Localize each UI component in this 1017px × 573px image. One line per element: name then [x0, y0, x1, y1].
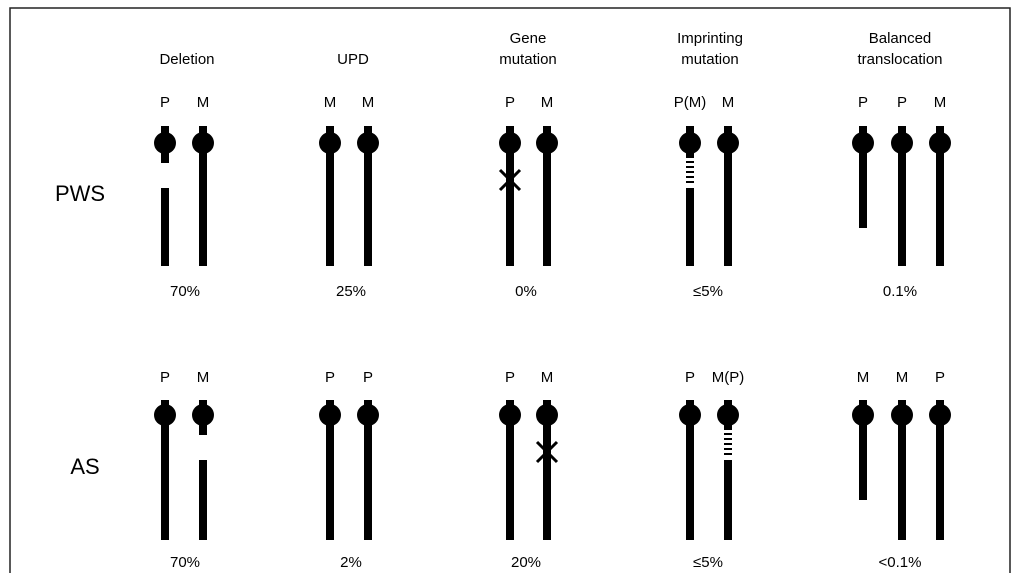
percentage: 20%: [511, 554, 541, 571]
centromere: [852, 404, 874, 426]
centromere: [852, 132, 874, 154]
figure: Deletion UPD Gene mutation Imprinting mutatio…: [0, 0, 1017, 573]
column-title: mutation: [499, 51, 557, 68]
percentage: 70%: [170, 283, 200, 300]
column-title: Gene: [510, 30, 547, 47]
parent-label: M: [722, 94, 735, 111]
parent-label: P: [505, 94, 515, 111]
imprint-stripe: [724, 438, 732, 440]
parent-label: M: [541, 94, 554, 111]
percentage: 0.1%: [883, 283, 917, 300]
imprint-stripe: [724, 453, 732, 455]
centromere: [679, 404, 701, 426]
row-label: AS: [70, 454, 99, 479]
parent-label: P: [160, 369, 170, 386]
column-title: Deletion: [159, 51, 214, 68]
parent-label: P: [897, 94, 907, 111]
parent-label: P: [325, 369, 335, 386]
parent-label: P: [935, 369, 945, 386]
centromere: [192, 404, 214, 426]
imprint-stripe: [686, 161, 694, 163]
imprint-stripe: [686, 181, 694, 183]
centromere: [679, 132, 701, 154]
parent-label: M: [197, 94, 210, 111]
column-title: translocation: [857, 51, 942, 68]
centromere: [357, 132, 379, 154]
parent-label: P: [685, 369, 695, 386]
percentage: 70%: [170, 554, 200, 571]
parent-label: P: [858, 94, 868, 111]
centromere: [499, 404, 521, 426]
percentage: 25%: [336, 283, 366, 300]
centromere: [536, 132, 558, 154]
centromere: [891, 132, 913, 154]
centromere: [717, 132, 739, 154]
parent-label: P(M): [674, 94, 707, 111]
imprint-stripe: [686, 176, 694, 178]
centromere: [499, 132, 521, 154]
imprint-stripe: [724, 443, 732, 445]
chromosome-arm: [199, 460, 207, 540]
centromere: [929, 132, 951, 154]
parent-label: M: [324, 94, 337, 111]
centromere: [929, 404, 951, 426]
percentage: ≤5%: [693, 283, 723, 300]
chromosome-arm: [686, 188, 694, 266]
parent-label: M: [197, 369, 210, 386]
parent-label: P: [363, 369, 373, 386]
centromere: [536, 404, 558, 426]
percentage: 2%: [340, 554, 362, 571]
centromere: [319, 404, 341, 426]
parent-label: M: [541, 369, 554, 386]
parent-label: P: [505, 369, 515, 386]
imprint-stripe: [686, 171, 694, 173]
parent-label: M: [362, 94, 375, 111]
chromosome-arm: [724, 460, 732, 540]
parent-label: M: [896, 369, 909, 386]
column-title: mutation: [681, 51, 739, 68]
parent-label: M: [934, 94, 947, 111]
centromere: [357, 404, 379, 426]
centromere: [192, 132, 214, 154]
parent-label: M(P): [712, 369, 745, 386]
imprint-stripe: [686, 166, 694, 168]
parent-label: P: [160, 94, 170, 111]
centromere: [154, 132, 176, 154]
percentage: 0%: [515, 283, 537, 300]
column-title: Imprinting: [677, 30, 743, 47]
percentage: ≤5%: [693, 554, 723, 571]
centromere: [154, 404, 176, 426]
percentage: <0.1%: [879, 554, 922, 571]
centromere: [319, 132, 341, 154]
parent-label: M: [857, 369, 870, 386]
centromere: [717, 404, 739, 426]
row-label: PWS: [55, 181, 105, 206]
column-title: Balanced: [869, 30, 932, 47]
imprint-stripe: [724, 448, 732, 450]
column-title: UPD: [337, 51, 369, 68]
chromosome-arm: [161, 188, 169, 266]
centromere: [891, 404, 913, 426]
imprint-stripe: [724, 433, 732, 435]
